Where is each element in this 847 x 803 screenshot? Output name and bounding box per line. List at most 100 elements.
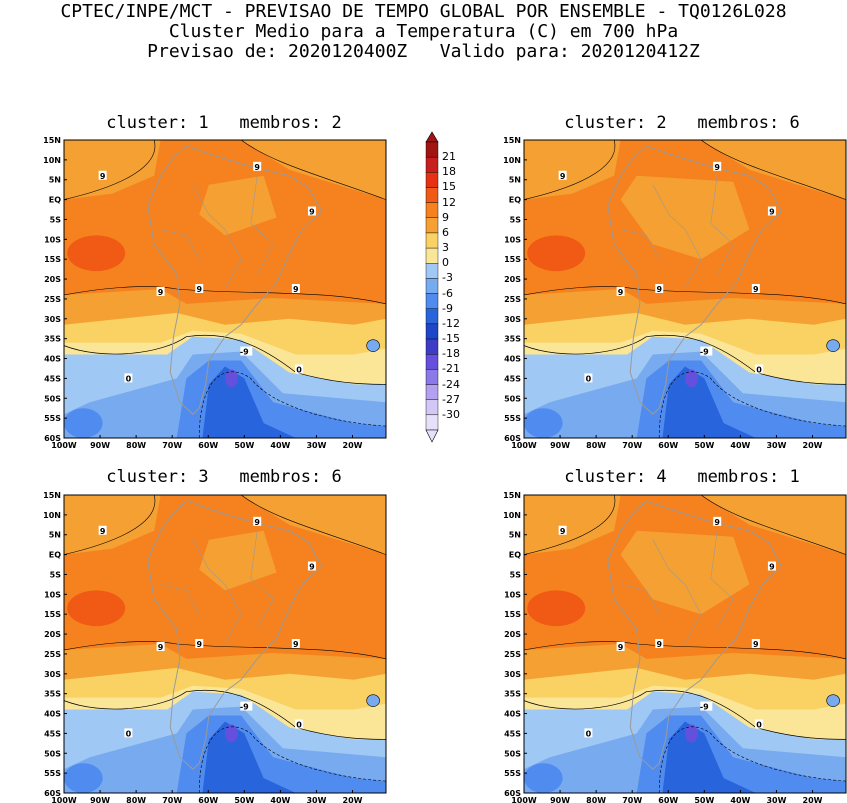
lat-label: 5S — [50, 570, 62, 579]
lon-label: 100W — [511, 796, 537, 803]
lat-label: 55S — [44, 769, 61, 778]
lon-label: 50W — [234, 441, 254, 450]
colorbar-swatch — [425, 172, 439, 188]
lat-label: 30S — [504, 670, 521, 679]
svg-text:-9: -9 — [700, 348, 709, 357]
lon-label: 50W — [694, 796, 714, 803]
lat-label: 15S — [44, 255, 61, 264]
cold-spot-sw — [524, 408, 563, 438]
cold-core — [685, 724, 698, 743]
hot-spot-west — [67, 590, 126, 627]
svg-text:9: 9 — [656, 640, 662, 649]
lon-label: 40W — [270, 796, 290, 803]
colorbar-swatch — [425, 399, 439, 416]
lat-label: 20S — [504, 275, 521, 284]
country-border-2 — [250, 175, 274, 275]
lat-label: 55S — [44, 414, 61, 423]
contour-minus-nine — [658, 726, 847, 794]
lat-label: 35S — [504, 690, 521, 699]
colorbar-label: -18 — [442, 347, 460, 361]
lat-label: 20S — [44, 275, 61, 284]
lon-label: 60W — [198, 441, 218, 450]
contour-nine-ne — [700, 494, 847, 555]
lat-label: 20S — [44, 630, 61, 639]
svg-text:0: 0 — [586, 374, 592, 383]
map-field-3: 9 9 9 9 9 9 0 0 -9 15N 10N 5N EQ 5S 10S 15S 20S 25S 30S 35S… — [43, 491, 387, 803]
map-panel-1: 9 9 9 9 9 9 0 0 -9 15N 10N 5N EQ 5S 10S 15S 20S 25S 30S 35S… — [43, 136, 387, 450]
contour-label-nine-1: 9 — [558, 170, 567, 181]
contour-label-nine-2: 9 — [713, 161, 722, 172]
lon-label: 60W — [198, 796, 218, 803]
cold-spot-east — [366, 694, 380, 707]
contour-nine-south — [63, 641, 387, 660]
continent-outline — [607, 145, 783, 415]
contour-label-nine-2: 9 — [253, 161, 262, 172]
svg-text:-9: -9 — [700, 703, 709, 712]
svg-text:9: 9 — [254, 163, 260, 172]
colorbar-label: -27 — [442, 392, 460, 406]
svg-text:9: 9 — [618, 288, 624, 297]
colorbar-label: 0 — [442, 256, 449, 270]
map-frame — [63, 139, 387, 439]
field-band-6to9-nw — [524, 140, 621, 200]
field-band-6to9-center — [620, 530, 750, 615]
colorbar-swatch — [425, 156, 439, 173]
colorbar-label: 6 — [442, 225, 449, 239]
contour-label-zero-2: 0 — [295, 364, 304, 374]
lat-label: 30S — [44, 315, 61, 324]
field-band-6to9-ne — [241, 495, 386, 555]
contour-label-zero-1: 0 — [124, 728, 133, 738]
lat-label: 25S — [504, 650, 521, 659]
lat-label: 40S — [44, 355, 61, 364]
lat-label: 50S — [44, 749, 61, 758]
lat-label: EQ — [49, 196, 61, 205]
lat-label: 45S — [504, 729, 521, 738]
svg-text:0: 0 — [296, 720, 302, 729]
lat-label: 15N — [503, 491, 521, 500]
colorbar-label: 3 — [442, 241, 449, 255]
svg-text:9: 9 — [753, 285, 759, 294]
contour-nine-ne — [700, 139, 847, 200]
country-border-2 — [250, 530, 274, 630]
lon-label: 50W — [234, 796, 254, 803]
lon-label: 80W — [586, 441, 606, 450]
lat-label: 35S — [44, 690, 61, 699]
lat-label: 15N — [43, 491, 61, 500]
lat-label: 15N — [503, 136, 521, 145]
colorbar-swatch — [425, 217, 439, 234]
contour-nine-nw — [63, 494, 156, 555]
colorbar-label: -21 — [442, 362, 460, 376]
svg-text:9: 9 — [309, 563, 315, 572]
map-field-4: 9 9 9 9 9 9 0 0 -9 15N 10N 5N EQ 5S 10S 15S 20S 25S 30S 35S… — [503, 491, 847, 803]
map-frame — [63, 494, 387, 794]
lat-label: 60S — [44, 789, 61, 798]
svg-text:0: 0 — [586, 729, 592, 738]
lat-label: 10S — [504, 590, 521, 599]
contour-label-minus-nine: -9 — [700, 346, 713, 357]
lat-label: 20S — [504, 630, 521, 639]
lat-label: 40S — [44, 710, 61, 719]
lon-label: 60W — [658, 796, 678, 803]
colorbar-swatch — [425, 293, 439, 309]
contour-label-nine-2: 9 — [713, 516, 722, 527]
contour-label-nine-4: 9 — [156, 641, 165, 652]
cold-core — [225, 369, 238, 388]
lat-label: EQ — [509, 551, 521, 560]
colorbar-swatch — [425, 247, 439, 264]
colorbar-label: 12 — [442, 195, 456, 209]
lon-label: 60W — [658, 441, 678, 450]
field-band-6to9-nw — [64, 140, 161, 200]
colorbar-label: -12 — [442, 316, 460, 330]
country-border-3 — [160, 229, 200, 260]
lon-label: 100W — [51, 796, 77, 803]
continent-outline — [607, 500, 783, 770]
contour-zero — [63, 334, 387, 385]
colorbar-swatch — [425, 338, 439, 355]
map-panel-4: 9 9 9 9 9 9 0 0 -9 15N 10N 5N EQ 5S 10S 15S 20S 25S 30S 35S… — [503, 491, 847, 803]
colorbar-label: -6 — [442, 286, 453, 300]
country-border-1 — [192, 539, 242, 645]
colorbar-swatch — [425, 232, 439, 249]
svg-text:9: 9 — [769, 563, 775, 572]
map-field-1: 9 9 9 9 9 9 0 0 -9 15N 10N 5N EQ 5S 10S 15S 20S 25S 30S 35S… — [43, 136, 387, 450]
header-line1: CPTEC/INPE/MCT - PREVISAO DE TEMPO GLOBA… — [60, 1, 787, 22]
